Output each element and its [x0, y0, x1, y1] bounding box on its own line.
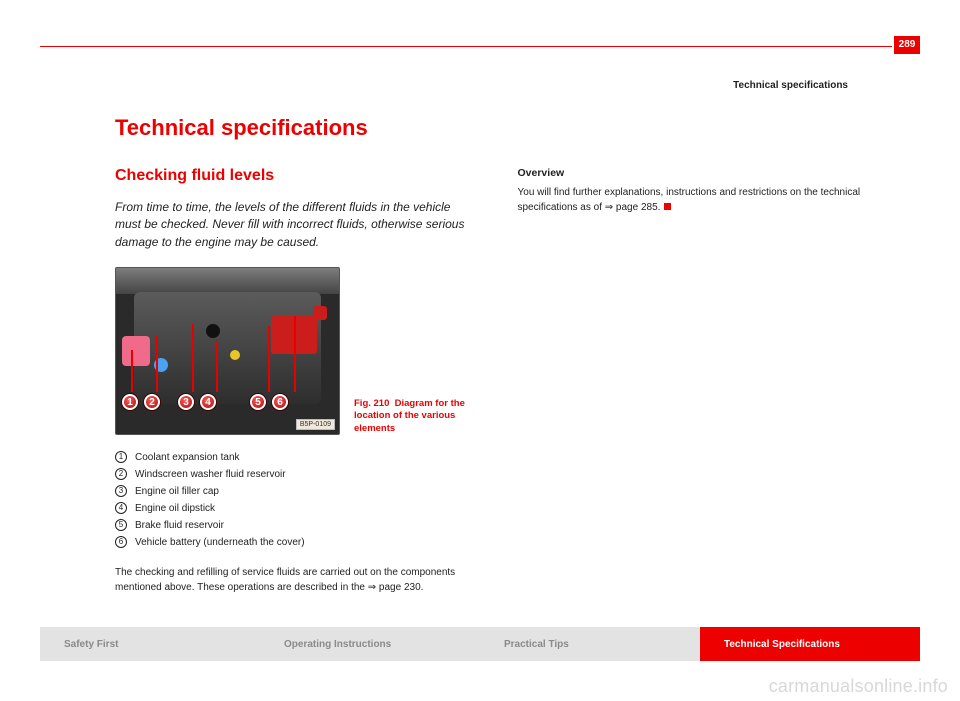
- callout-number: 1: [115, 451, 127, 463]
- callout-item: 5 Brake fluid reservoir: [115, 517, 478, 534]
- overview-text: You will find further explanations, inst…: [518, 185, 881, 215]
- watermark: carmanualsonline.info: [769, 676, 948, 697]
- running-header: Technical specifications: [733, 80, 848, 91]
- overview-heading: Overview: [518, 167, 881, 179]
- callout-text: Vehicle battery (underneath the cover): [135, 534, 305, 551]
- callout-item: 1 Coolant expansion tank: [115, 449, 478, 466]
- figure-caption: Fig. 210 Diagram for the location of the…: [354, 398, 474, 435]
- figure-engine-bay: 1 2 3 4 5 6 B5P-0109: [115, 267, 340, 435]
- figure-marker-5: 5: [250, 394, 266, 410]
- column-right: Overview You will find further explanati…: [518, 167, 881, 601]
- figure-marker-6: 6: [272, 394, 288, 410]
- heading-section: Checking fluid levels: [115, 167, 478, 185]
- figure-marker-row: 1 2 3 4 5 6: [122, 394, 288, 410]
- figure-bsp-label: B5P-0109: [296, 419, 335, 430]
- figure-marker-4: 4: [200, 394, 216, 410]
- callout-text: Engine oil dipstick: [135, 500, 215, 517]
- footer-tab-safety[interactable]: Safety First: [40, 627, 260, 661]
- callout-number: 5: [115, 519, 127, 531]
- content-area: Technical specifications Checking fluid …: [115, 115, 880, 611]
- page-header: Technical specifications: [40, 40, 920, 47]
- callout-text: Coolant expansion tank: [135, 449, 240, 466]
- lead-paragraph: From time to time, the levels of the dif…: [115, 199, 478, 251]
- callout-item: 6 Vehicle battery (underneath the cover): [115, 534, 478, 551]
- callout-text: Brake fluid reservoir: [135, 517, 224, 534]
- callout-number: 4: [115, 502, 127, 514]
- callout-number: 3: [115, 485, 127, 497]
- figure-marker-2: 2: [144, 394, 160, 410]
- callout-item: 2 Windscreen washer fluid reservoir: [115, 466, 478, 483]
- overview-text-span: You will find further explanations, inst…: [518, 187, 861, 213]
- callout-number: 2: [115, 468, 127, 480]
- heading-main: Technical specifications: [115, 115, 880, 141]
- figure-block: 1 2 3 4 5 6 B5P-0109 Fig. 210 Diagram fo…: [115, 267, 478, 435]
- callout-text: Engine oil filler cap: [135, 483, 219, 500]
- callout-text: Windscreen washer fluid reservoir: [135, 466, 286, 483]
- callout-number: 6: [115, 536, 127, 548]
- footer-tab-practical[interactable]: Practical Tips: [480, 627, 700, 661]
- footer-tab-operating[interactable]: Operating Instructions: [260, 627, 480, 661]
- footer-tabs: Safety First Operating Instructions Prac…: [40, 627, 920, 661]
- figure-marker-1: 1: [122, 394, 138, 410]
- after-list-paragraph: The checking and refilling of service fl…: [115, 565, 478, 595]
- header-rule: [40, 46, 892, 47]
- column-left: Checking fluid levels From time to time,…: [115, 167, 478, 601]
- callout-item: 4 Engine oil dipstick: [115, 500, 478, 517]
- reference-marker-icon: [664, 203, 671, 210]
- footer-tab-techspec[interactable]: Technical Specifications: [700, 627, 920, 661]
- callout-list: 1 Coolant expansion tank 2 Windscreen wash…: [115, 449, 478, 551]
- page-number-badge: 289: [894, 36, 920, 54]
- callout-item: 3 Engine oil filler cap: [115, 483, 478, 500]
- figure-marker-3: 3: [178, 394, 194, 410]
